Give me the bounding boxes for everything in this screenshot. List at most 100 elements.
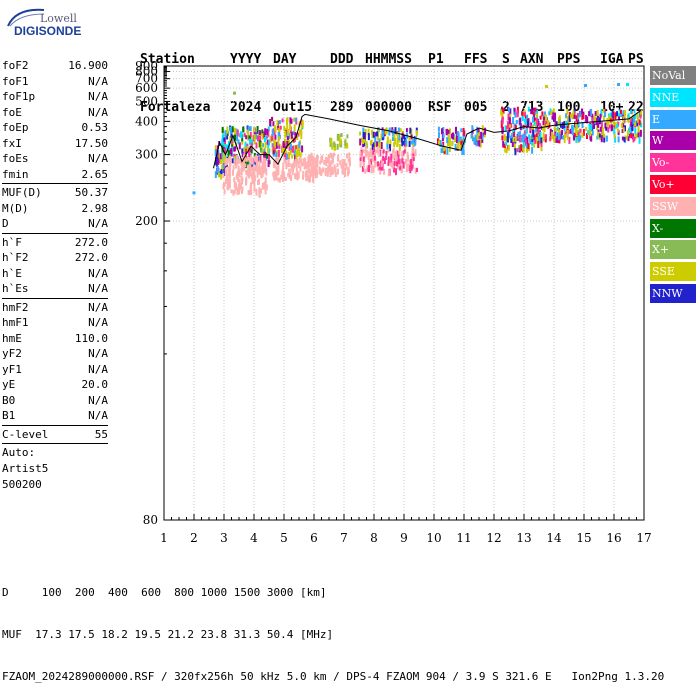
echo-point [336, 168, 339, 175]
echo-point [507, 113, 510, 121]
header-label: DDD [330, 52, 354, 67]
echo-point [309, 169, 312, 174]
echo-point [255, 155, 258, 163]
echo-point [513, 143, 516, 151]
parameter-panel: foF2 16.900 foF1 N/A foF1p N/A foE N/A foEp 0.53 f… [2, 58, 108, 493]
echo-point [594, 116, 597, 123]
echo-point [261, 133, 264, 140]
echo-point [438, 132, 440, 139]
echo-point [259, 140, 262, 148]
x-tick-label: 16 [606, 531, 621, 545]
echo-point [535, 133, 538, 138]
echo-point [301, 120, 304, 128]
header-label: P1 [428, 52, 444, 67]
echo-point [396, 138, 399, 146]
echo-point [245, 135, 248, 140]
echo-point [556, 136, 559, 143]
echo-point [257, 135, 259, 142]
echo-point [396, 164, 399, 170]
echo-point [336, 163, 339, 167]
echo-point [232, 137, 235, 143]
echo-point [591, 117, 594, 125]
echo-point [305, 174, 308, 181]
param-value: 16.900 [68, 59, 108, 72]
echo-point [630, 129, 633, 137]
echo-point [379, 141, 381, 149]
isolated-echo-point [617, 83, 620, 87]
param-value: 110.0 [74, 331, 108, 345]
echo-point [396, 137, 399, 142]
echo-point [503, 134, 506, 142]
echo-point [555, 133, 558, 139]
param-value: N/A [88, 74, 108, 88]
echo-point [237, 165, 240, 171]
echo-point [604, 111, 606, 118]
echo-point [510, 138, 513, 143]
echo-point [277, 169, 280, 176]
echo-point [457, 137, 460, 143]
echo-point [310, 152, 313, 157]
echo-point [334, 172, 337, 177]
echo-point [521, 136, 524, 143]
echo-point [525, 144, 528, 149]
echo-point [359, 161, 362, 168]
echo-point [329, 152, 332, 158]
echo-point [407, 167, 410, 172]
echo-point [519, 117, 522, 125]
echo-point [368, 158, 371, 166]
echo-point [329, 168, 332, 173]
echo-point [261, 171, 264, 176]
echo-point [337, 154, 340, 162]
echo-point [262, 157, 265, 165]
echo-point [535, 137, 538, 144]
echo-point [253, 134, 256, 141]
echo-point [396, 143, 399, 148]
echo-point [382, 155, 385, 161]
echo-point [233, 189, 236, 194]
param-name: hmF1 [2, 316, 29, 329]
echo-point [638, 131, 641, 137]
echo-point [228, 176, 231, 184]
echo-point [544, 136, 547, 143]
echo-point [258, 162, 261, 170]
echo-point [248, 167, 251, 175]
echo-point [554, 127, 557, 132]
echo-point [371, 133, 374, 139]
echo-point [627, 136, 630, 142]
echo-point [406, 156, 409, 163]
echo-point [363, 132, 365, 140]
echo-point [230, 130, 233, 138]
echo-point [222, 145, 225, 150]
echo-point [229, 165, 231, 171]
echo-point [542, 135, 545, 141]
echo-point [621, 129, 624, 133]
x-tick-label: 8 [370, 531, 378, 545]
echo-point [265, 153, 268, 159]
echo-point [500, 120, 503, 128]
echo-point [338, 134, 341, 142]
echo-point [502, 140, 505, 147]
echo-point [481, 138, 484, 143]
echo-point [598, 133, 601, 138]
echo-point [310, 156, 313, 162]
echo-point [255, 188, 258, 196]
x-tick-label: 4 [250, 531, 258, 545]
echo-point [242, 163, 245, 171]
echo-point [405, 128, 408, 133]
param-name: h`E [2, 266, 22, 280]
echo-point [329, 163, 332, 170]
echo-point [294, 154, 297, 162]
header-value: Out15 [273, 100, 313, 115]
x-tick-label: 2 [190, 531, 198, 545]
echo-point [412, 141, 415, 146]
echo-point [304, 161, 307, 169]
echo-point [405, 160, 407, 165]
echo-point [221, 164, 224, 172]
echo-point [262, 165, 265, 173]
echo-point [616, 128, 619, 133]
param-name: B0 [2, 393, 16, 407]
echo-point [275, 171, 278, 178]
echo-point [296, 158, 299, 164]
echo-point [360, 147, 363, 152]
echo-point [299, 166, 302, 172]
